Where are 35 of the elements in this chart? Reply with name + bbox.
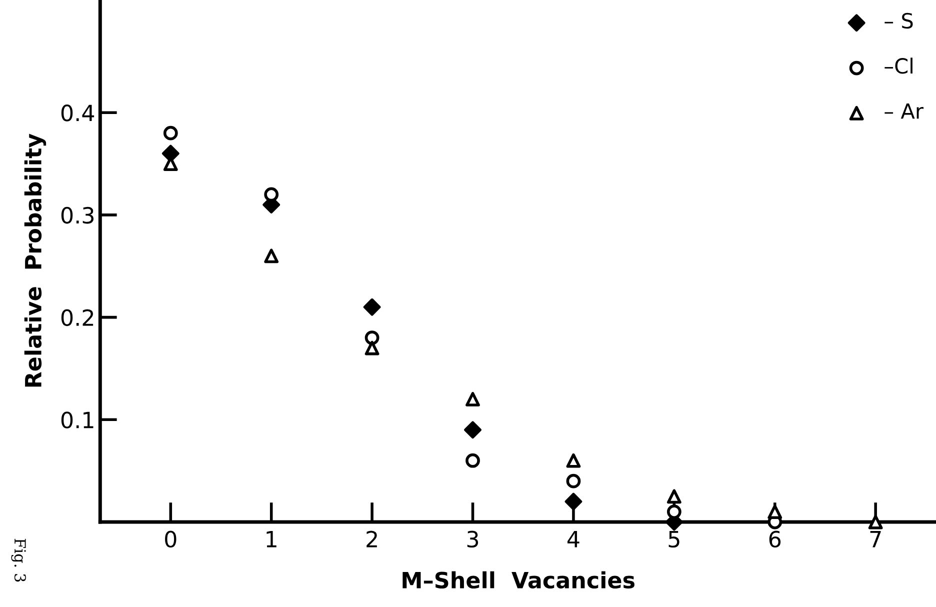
point — [564, 492, 582, 510]
x-tick-label: 7 — [870, 531, 881, 548]
point — [364, 330, 380, 345]
x-tick-label: 3 — [467, 530, 478, 548]
x-tick-label: 4 — [567, 531, 580, 548]
caption: Fig. 3 — [11, 538, 26, 582]
x-axis-title: M–Shell Vacancies — [402, 571, 634, 589]
point — [666, 489, 682, 504]
point — [363, 298, 381, 316]
point — [466, 453, 480, 468]
point — [566, 453, 581, 468]
x-tick-label: 1 — [266, 531, 276, 548]
y-axis-title: Relative Probability — [24, 134, 46, 387]
point — [163, 126, 178, 140]
x-tick-label: 6 — [769, 530, 781, 548]
legend-label: – S — [884, 12, 913, 29]
point — [868, 514, 883, 530]
point — [666, 504, 682, 519]
x-tick-label: 2 — [366, 530, 377, 548]
y-tick-label: 0.2 — [61, 309, 94, 326]
point — [466, 392, 480, 406]
y-tick-label: 0.3 — [61, 206, 94, 224]
y-tick-label: 0.4 — [61, 104, 94, 122]
legend-label: – Ar — [884, 103, 924, 119]
point — [364, 340, 380, 356]
point — [464, 421, 482, 439]
point — [566, 474, 581, 488]
x-tick-label: 0 — [165, 530, 176, 548]
point — [264, 187, 279, 202]
y-tick-label: 0.1 — [61, 412, 94, 428]
legend-label: –Cl — [884, 58, 912, 74]
x-tick-label: 5 — [668, 531, 680, 548]
point — [162, 144, 180, 162]
point — [768, 504, 782, 519]
point — [264, 248, 279, 264]
